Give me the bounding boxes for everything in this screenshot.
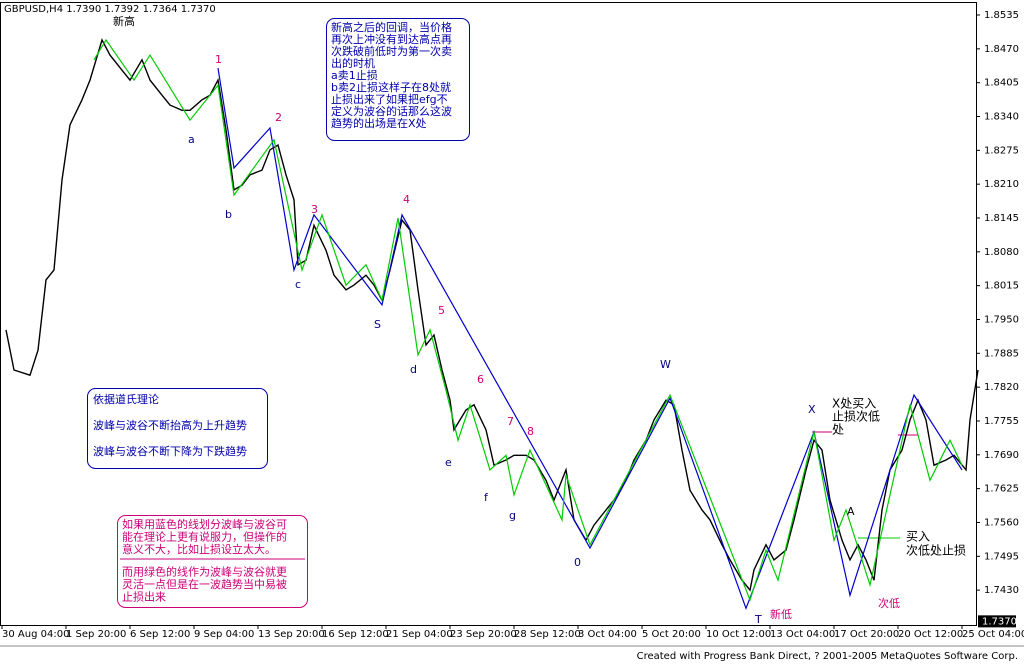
note-line: 而用绿色的线作为波峰与波谷就更 <box>122 565 287 579</box>
x-tick-label: 10 Oct 12:00 <box>706 629 771 640</box>
x-tick-label: 25 Oct 04:00 <box>962 629 1024 640</box>
note-line: 依据道氏理论 <box>93 392 159 406</box>
x-tick-label: 28 Sep 12:00 <box>514 629 581 640</box>
note-line: 定义为波谷的话那么这波 <box>331 104 452 118</box>
last-price-box <box>978 615 1016 628</box>
annotation: 买入 <box>906 530 930 544</box>
x-tick-label: 17 Oct 20:00 <box>834 629 899 640</box>
annotation: X <box>808 403 816 416</box>
y-tick-label: 1.8405 <box>984 78 1019 89</box>
annotation: e <box>445 456 452 469</box>
annotation: A <box>847 505 855 518</box>
annotation: 次低 <box>878 596 900 610</box>
y-tick-label: 1.8535 <box>984 10 1019 21</box>
note-line: 出的时机 <box>331 56 375 70</box>
note-line: 新高之后的回调，当价格 <box>331 20 452 34</box>
y-tick-label: 1.8210 <box>984 179 1019 190</box>
symbol-header: GBPUSD,H4 1.7390 1.7392 1.7364 1.7370 <box>4 4 216 15</box>
x-tick-label: 3 Oct 04:00 <box>578 629 637 640</box>
annotation: 处 <box>832 423 844 437</box>
annotation: g <box>509 509 516 522</box>
annotation: S <box>374 318 381 331</box>
annotation: 6 <box>477 373 484 386</box>
annotation: T <box>754 613 762 626</box>
annotation: 7 <box>507 415 514 428</box>
annotation: 次低处止损 <box>906 544 966 558</box>
note-box <box>87 388 268 469</box>
y-tick-label: 1.7560 <box>984 517 1019 528</box>
note-box <box>326 18 470 141</box>
annotation: X处买入 <box>832 397 876 411</box>
annotation: 2 <box>275 111 282 124</box>
note-line: 止损出来了如果把efg不 <box>331 92 448 106</box>
footer: Created with Progress Bank Direct, ? 200… <box>637 651 1018 662</box>
y-tick-label: 1.8275 <box>984 145 1019 156</box>
note-line: 波峰与波谷不断下降为下跌趋势 <box>93 444 247 458</box>
y-tick-label: 1.8015 <box>984 281 1019 292</box>
annotation: 新低 <box>770 607 792 621</box>
annotation: c <box>295 278 301 291</box>
note-line: 趋势的出场是在X处 <box>331 116 427 130</box>
y-tick-label: 1.7625 <box>984 484 1019 495</box>
note-line: 如果用蓝色的线划分波峰与波谷可 <box>122 517 287 531</box>
x-tick-label: 23 Sep 20:00 <box>450 629 517 640</box>
annotation: f <box>484 491 489 504</box>
annotation: 1 <box>215 53 222 66</box>
x-tick-label: 9 Sep 04:00 <box>194 629 254 640</box>
price-line <box>217 68 963 611</box>
y-tick-label: 1.8080 <box>984 247 1019 258</box>
x-tick-label: 1 Sep 20:00 <box>66 629 126 640</box>
note-line: 意义不大，比如止损设立太大。 <box>122 542 276 556</box>
y-tick-label: 1.7755 <box>984 416 1019 427</box>
y-tick-label: 1.8340 <box>984 112 1019 123</box>
annotation: 0 <box>574 556 581 569</box>
y-tick-label: 1.7495 <box>984 551 1019 562</box>
note-box <box>117 515 308 608</box>
x-tick-label: 20 Oct 12:00 <box>898 629 963 640</box>
annotation: 8 <box>527 425 534 438</box>
annotation: W <box>660 358 671 371</box>
annotation: d <box>410 363 417 376</box>
x-tick-label: 5 Oct 20:00 <box>642 629 701 640</box>
y-tick-label: 1.8145 <box>984 213 1019 224</box>
x-tick-label: 30 Aug 04:00 <box>2 629 69 640</box>
x-tick-label: 13 Sep 20:00 <box>258 629 325 640</box>
x-tick-label: 21 Sep 04:00 <box>386 629 453 640</box>
y-tick-label: 1.7430 <box>984 585 1019 596</box>
annotation: 新高 <box>113 14 135 28</box>
annotation: b <box>225 208 232 221</box>
last-price-label: 1.7370 <box>982 616 1017 627</box>
note-line: 止损出来 <box>122 590 166 604</box>
note-line: 灵活一点但是在一波趋势当中易被 <box>122 577 287 591</box>
annotation: 4 <box>403 193 410 206</box>
y-tick-label: 1.7885 <box>984 348 1019 359</box>
y-tick-label: 1.7820 <box>984 382 1019 393</box>
y-tick-label: 1.7950 <box>984 314 1019 325</box>
price-line <box>93 38 963 602</box>
note-line: b卖2止损这样子在8处就 <box>331 80 451 94</box>
y-tick-label: 1.7690 <box>984 450 1019 461</box>
note-line: 再次上冲没有到达高点再 <box>331 32 452 46</box>
price-line <box>5 38 979 592</box>
note-line: 次跌破前低时为第一次卖 <box>331 44 452 58</box>
note-line: 能在理论上更有说服力，但操作的 <box>122 530 287 544</box>
annotation: 止损次低 <box>832 410 880 424</box>
y-tick-label: 1.8470 <box>984 44 1019 55</box>
note-line: a卖1止损 <box>331 68 378 82</box>
note-line: 波峰与波谷不断抬高为上升趋势 <box>93 418 247 432</box>
x-tick-label: 16 Sep 12:00 <box>322 629 389 640</box>
annotation: 5 <box>438 304 445 317</box>
annotation: a <box>188 133 195 146</box>
x-tick-label: 13 Oct 04:00 <box>770 629 835 640</box>
x-tick-label: 6 Sep 12:00 <box>130 629 190 640</box>
annotation: 3 <box>311 203 318 216</box>
